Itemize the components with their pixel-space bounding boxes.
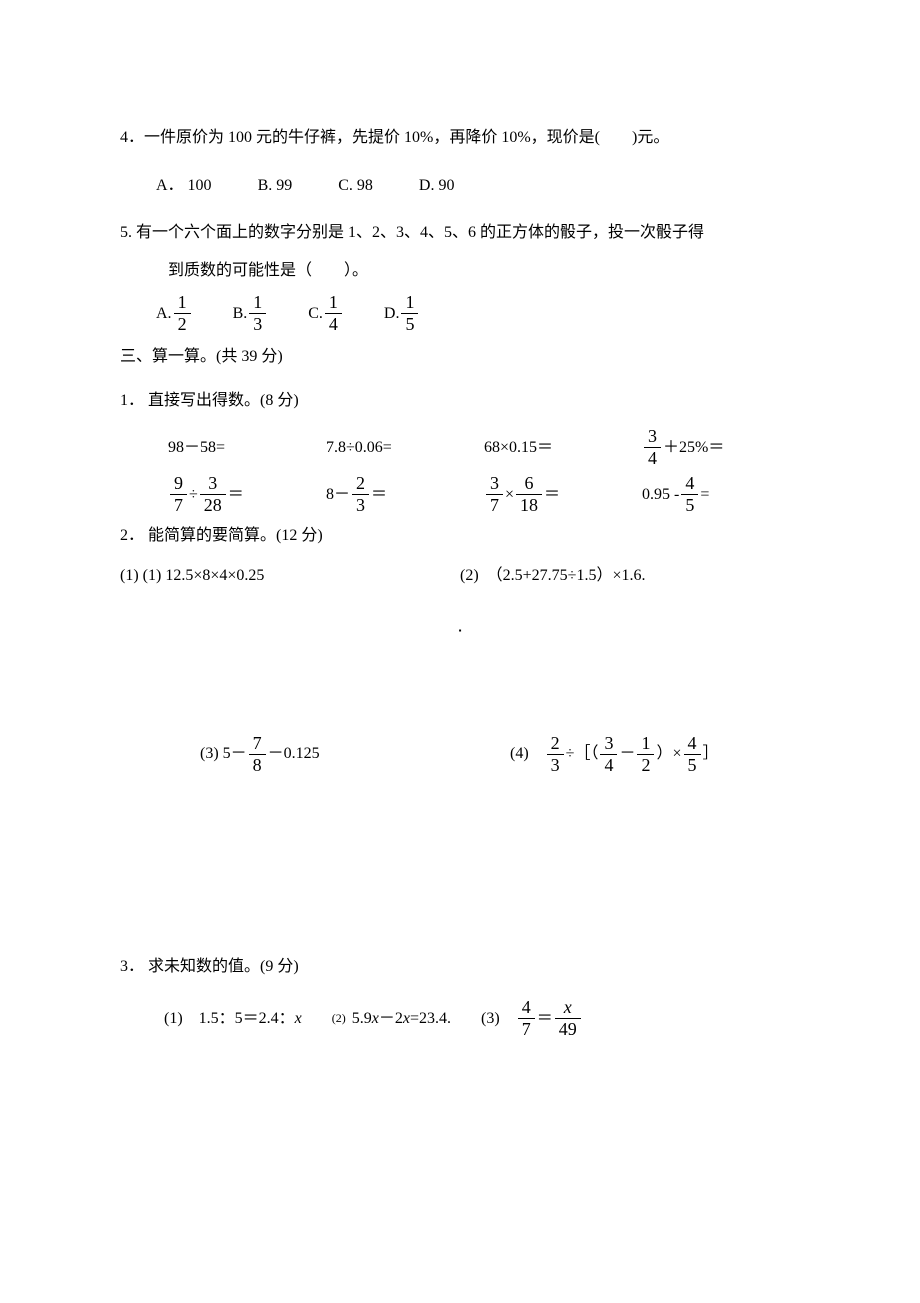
question-5: 5. 有一个六个面上的数字分别是 1、2、3、4、5、6 的正方体的骰子，投一次…	[120, 220, 800, 246]
simp-item-3: (3) 5－ 7 8 －0.125	[120, 734, 490, 775]
section-3-title: 三、算一算。(共 39 分)	[120, 344, 800, 370]
q5-opt-b: B. 1 3	[233, 293, 269, 334]
calc-row-1: 98－58= 7.8÷0.06= 68×0.15＝ 3 4 ＋25%＝	[120, 427, 800, 468]
fraction: 3 7	[486, 474, 503, 515]
fraction: 4 7	[518, 998, 535, 1039]
q4-opt-d: D. 90	[419, 173, 455, 199]
unknown-item-2: (2) 5.9 x －2 x =23.4.	[332, 1006, 451, 1032]
sub3-title: 3． 求未知数的值。(9 分)	[120, 954, 800, 980]
simp-item-1: (1) (1) 12.5×8×4×0.25	[120, 563, 460, 589]
simplify-row-2: (3) 5－ 7 8 －0.125 (4) 2 3 ÷［（ 3 4 － 1 2	[120, 734, 800, 775]
fraction: 1 5	[401, 293, 418, 334]
workspace-gap	[120, 774, 800, 954]
calc-cell: 0.95 - 4 5 =	[642, 474, 800, 515]
fraction: 4 5	[681, 474, 698, 515]
q4-opt-a: A． 100	[156, 173, 212, 199]
simp-item-2: (2) （2.5+27.75÷1.5）×1.6.	[460, 563, 800, 589]
calc-cell: 9 7 ÷ 3 28 ＝	[168, 474, 326, 515]
fraction: 3 4	[644, 427, 661, 468]
q5-opt-d: D. 1 5	[384, 293, 421, 334]
q4-opt-b: B. 99	[258, 173, 293, 199]
fraction: 4 5	[684, 734, 701, 775]
fraction: 1 2	[174, 293, 191, 334]
calc-cell: 8－ 2 3 ＝	[326, 474, 484, 515]
fraction: 2 3	[352, 474, 369, 515]
sub1-title: 1． 直接写出得数。(8 分)	[120, 388, 800, 414]
fraction: x 49	[555, 998, 581, 1039]
fraction: 1 4	[325, 293, 342, 334]
fraction: 7 8	[249, 734, 266, 775]
calc-cell: 3 4 ＋25%＝	[642, 427, 800, 468]
calc-cell: 7.8÷0.06=	[326, 435, 484, 461]
calc-cell: 3 7 × 6 18 ＝	[484, 474, 642, 515]
q5-options: A. 1 2 B. 1 3 C. 1 4 D. 1 5	[120, 293, 800, 334]
simp-item-4: (4) 2 3 ÷［（ 3 4 － 1 2 ）× 4 5 ］	[490, 734, 800, 775]
fraction: 3 4	[600, 734, 617, 775]
calc-cell: 68×0.15＝	[484, 435, 642, 461]
q5-line2: 到质数的可能性是（ ）。	[168, 262, 368, 279]
fraction: 2 3	[547, 734, 564, 775]
unknown-item-1: (1) 1.5：5＝2.4： x	[164, 1006, 302, 1032]
page-marker: ▪	[120, 618, 800, 644]
q4-text: 4．一件原价为 100 元的牛仔裤，先提价 10%，再降价 10%，现价是( )…	[120, 129, 669, 146]
fraction: 6 18	[516, 474, 542, 515]
q4-options: A． 100 B. 99 C. 98 D. 90	[120, 173, 800, 199]
fraction: 3 28	[200, 474, 226, 515]
workspace-gap	[120, 644, 800, 734]
calc-cell: 98－58=	[168, 435, 326, 461]
q4-opt-c: C. 98	[338, 173, 373, 199]
q5-line1: 5. 有一个六个面上的数字分别是 1、2、3、4、5、6 的正方体的骰子，投一次…	[120, 224, 704, 241]
question-4: 4．一件原价为 100 元的牛仔裤，先提价 10%，再降价 10%，现价是( )…	[120, 125, 800, 151]
fraction: 1 2	[637, 734, 654, 775]
unknown-row: (1) 1.5：5＝2.4： x (2) 5.9 x －2 x =23.4. (…	[120, 998, 800, 1039]
fraction: 9 7	[170, 474, 187, 515]
simplify-row-1: (1) (1) 12.5×8×4×0.25 (2) （2.5+27.75÷1.5…	[120, 563, 800, 589]
q5-opt-a: A. 1 2	[156, 293, 193, 334]
sub2-title: 2． 能简算的要简算。(12 分)	[120, 523, 800, 549]
q5-line2-wrap: 到质数的可能性是（ ）。	[120, 258, 800, 284]
calc-row-2: 9 7 ÷ 3 28 ＝ 8－ 2 3 ＝ 3 7 ×	[120, 474, 800, 515]
unknown-item-3: (3) 4 7 ＝ x 49	[481, 998, 583, 1039]
fraction: 1 3	[249, 293, 266, 334]
q5-opt-c: C. 1 4	[308, 293, 344, 334]
